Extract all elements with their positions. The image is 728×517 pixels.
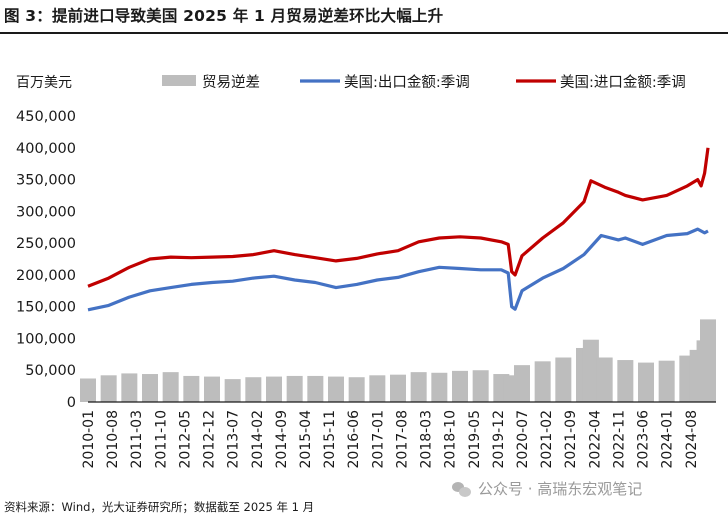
y-tick-label: 400,000 — [16, 141, 76, 157]
legend-label: 美国:进口金额:季调 — [560, 74, 686, 91]
x-tick-label: 2016-06 — [346, 410, 362, 469]
x-tick-label: 2017-01 — [370, 410, 386, 469]
deficit-bar — [638, 362, 654, 402]
deficit-bar — [534, 361, 551, 402]
deficit-bar — [266, 376, 282, 402]
x-tick-label: 2024-08 — [684, 410, 700, 469]
y-tick-label: 0 — [67, 395, 76, 411]
series-line — [87, 227, 709, 312]
trade-chart: 百万美元 贸易逆差 美国:出口金额:季调 美国:进口金额:季调 0 50,000 100… — [16, 74, 716, 469]
deficit-bar — [514, 365, 530, 402]
trade-lines — [87, 147, 710, 312]
x-tick-label: 2018-03 — [419, 410, 435, 469]
deficit-bar — [555, 357, 572, 402]
deficit-bar — [121, 373, 138, 402]
x-tick-label: 2019-12 — [491, 410, 507, 469]
y-tick-label: 450,000 — [16, 109, 76, 125]
watermark: 公众号 · 高瑞东宏观笔记 — [452, 478, 642, 499]
x-tick-label: 2012-05 — [177, 410, 193, 469]
deficit-bar — [307, 375, 324, 402]
figure-title: 图 3：提前进口导致美国 2025 年 1 月贸易逆差环比大幅上升 — [4, 7, 444, 25]
legend-label: 贸易逆差 — [202, 74, 260, 91]
deficit-bars — [80, 319, 716, 402]
y-tick-label: 200,000 — [16, 268, 76, 284]
deficit-bar — [369, 375, 386, 402]
x-tick-label: 2013-07 — [226, 410, 242, 469]
deficit-bar — [390, 374, 406, 402]
y-tick-label: 150,000 — [16, 300, 76, 316]
x-tick-label: 2021-02 — [539, 410, 555, 469]
wechat-icon — [452, 481, 472, 497]
y-tick-label: 350,000 — [16, 173, 76, 189]
deficit-bar — [328, 376, 344, 402]
x-tick-label: 2010-08 — [105, 410, 121, 469]
x-tick-label: 2024-01 — [660, 410, 676, 469]
y-tick-label: 100,000 — [16, 331, 76, 347]
y-tick-label: 300,000 — [16, 204, 76, 220]
x-tick-label: 2022-11 — [611, 410, 627, 469]
deficit-bar — [204, 376, 220, 402]
deficit-bar — [431, 372, 448, 402]
deficit-bar — [596, 357, 613, 402]
deficit-bar — [224, 379, 241, 402]
deficit-bar — [700, 319, 716, 402]
watermark-text: 公众号 · 高瑞东宏观笔记 — [478, 480, 643, 498]
x-axis: 2010-01 2010-08 2011-03 2011-10 2012-05 2012-… — [81, 401, 716, 469]
deficit-bar — [472, 370, 489, 402]
deficit-bar — [410, 372, 427, 402]
source-note: 资料来源：Wind，光大证券研究所；数据截至 2025 年 1 月 — [4, 500, 315, 514]
y-axis-unit-label: 百万美元 — [16, 75, 72, 91]
deficit-bar — [658, 360, 675, 402]
legend: 贸易逆差 美国:出口金额:季调 美国:进口金额:季调 — [162, 74, 686, 91]
y-tick-label: 250,000 — [16, 236, 76, 252]
x-tick-label: 2014-02 — [250, 410, 266, 469]
deficit-bar — [142, 374, 158, 402]
x-tick-label: 2015-04 — [298, 410, 314, 469]
series-line — [87, 147, 710, 288]
x-tick-label: 2011-10 — [153, 410, 169, 469]
legend-label: 美国:出口金额:季调 — [344, 74, 470, 91]
deficit-bar — [617, 360, 634, 402]
deficit-bar — [452, 370, 468, 402]
y-axis: 0 50,000 100,000 150,000 200,000 250,000 300,0… — [16, 109, 76, 411]
deficit-bar — [80, 378, 96, 402]
x-tick-label: 2020-07 — [515, 410, 531, 469]
x-tick-label: 2010-01 — [81, 410, 97, 469]
y-tick-label: 50,000 — [25, 363, 76, 379]
x-tick-label: 2022-04 — [587, 410, 603, 469]
x-tick-label: 2019-05 — [467, 410, 483, 469]
deficit-bar — [348, 377, 365, 402]
x-tick-label: 2021-09 — [563, 410, 579, 469]
x-tick-label: 2017-08 — [394, 410, 410, 469]
x-tick-label: 2015-11 — [322, 410, 338, 469]
title-divider — [0, 32, 728, 34]
x-tick-label: 2012-12 — [202, 410, 218, 469]
deficit-bar — [286, 375, 303, 402]
deficit-bar — [162, 372, 179, 402]
x-tick-label: 2018-10 — [443, 410, 459, 469]
x-tick-label: 2011-03 — [129, 410, 145, 469]
deficit-bar — [100, 375, 117, 402]
deficit-bar — [245, 377, 262, 402]
deficit-bar — [582, 339, 599, 402]
legend-swatch — [162, 75, 196, 86]
x-tick-label: 2014-09 — [274, 410, 290, 469]
x-tick-label: 2023-06 — [636, 410, 652, 469]
deficit-bar — [183, 375, 200, 402]
